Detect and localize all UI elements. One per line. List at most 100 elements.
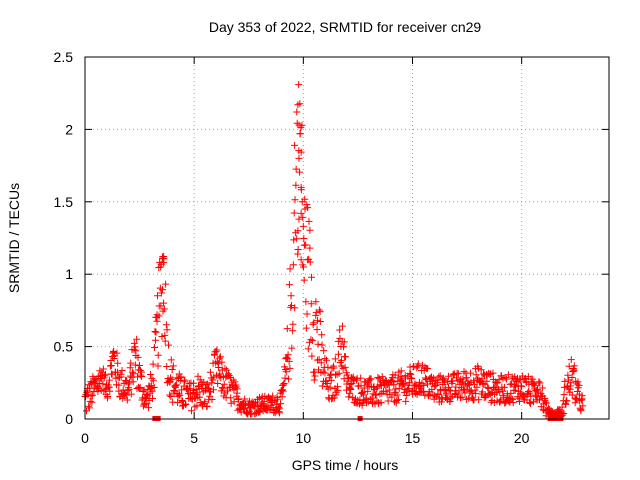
data-point — [393, 391, 401, 399]
data-point — [291, 304, 299, 312]
data-point — [213, 346, 221, 354]
data-point — [453, 369, 461, 377]
data-point — [87, 392, 95, 400]
data-point — [130, 370, 138, 378]
data-point — [504, 371, 512, 379]
data-point — [378, 373, 386, 381]
data-point — [153, 292, 161, 300]
data-point — [526, 398, 534, 406]
data-point — [496, 388, 504, 396]
data-point — [434, 391, 442, 399]
data-point — [163, 326, 171, 334]
data-point — [154, 362, 162, 370]
data-point — [130, 346, 138, 354]
data-points — [81, 81, 587, 421]
data-point — [526, 389, 534, 397]
data-point — [135, 361, 143, 369]
data-point — [577, 407, 585, 415]
data-point — [527, 392, 535, 400]
data-point — [186, 385, 194, 393]
data-point — [374, 374, 382, 382]
data-point — [285, 281, 293, 289]
data-point — [269, 392, 277, 400]
data-point — [310, 319, 318, 327]
data-point — [115, 381, 123, 389]
data-point — [568, 374, 576, 382]
data-point — [434, 379, 442, 387]
data-point — [331, 355, 339, 363]
data-point — [118, 366, 126, 374]
data-point — [147, 371, 155, 379]
data-point — [447, 394, 455, 402]
data-point — [406, 369, 414, 377]
data-point — [493, 389, 501, 397]
data-point — [411, 380, 419, 388]
data-point — [382, 387, 390, 395]
data-point — [277, 400, 285, 408]
data-point — [295, 154, 303, 162]
data-point — [113, 349, 121, 357]
data-point — [303, 310, 311, 318]
x-tick-label: 0 — [81, 430, 89, 446]
data-point — [212, 348, 220, 356]
data-point — [346, 389, 354, 397]
data-point — [221, 365, 229, 373]
data-point — [564, 371, 572, 379]
x-tick-label: 15 — [405, 430, 421, 446]
data-point — [352, 376, 360, 384]
data-point — [536, 379, 544, 387]
data-point — [274, 395, 282, 403]
data-point — [131, 343, 139, 351]
data-point — [295, 81, 303, 89]
data-point — [297, 183, 305, 191]
data-point — [149, 394, 157, 402]
data-point — [414, 360, 422, 368]
x-axis-label: GPS time / hours — [292, 457, 399, 473]
data-point — [538, 384, 546, 392]
data-point — [282, 368, 290, 376]
data-point — [430, 382, 438, 390]
data-point — [136, 383, 144, 391]
data-point — [290, 236, 298, 244]
data-point — [298, 198, 306, 206]
data-point — [309, 337, 317, 345]
data-point — [86, 397, 94, 405]
data-point — [575, 381, 583, 389]
data-point — [443, 378, 451, 386]
data-point — [150, 344, 158, 352]
data-point — [157, 289, 165, 297]
data-point — [164, 341, 172, 349]
data-point — [127, 390, 135, 398]
data-point — [172, 381, 180, 389]
data-point — [152, 328, 160, 336]
data-point — [571, 399, 579, 407]
data-point — [288, 344, 296, 352]
data-point — [304, 256, 312, 264]
data-point — [378, 389, 386, 397]
data-point — [408, 375, 416, 383]
data-point — [294, 227, 302, 235]
data-point — [280, 379, 288, 387]
data-point — [215, 364, 223, 372]
data-point — [140, 386, 148, 394]
data-point — [235, 395, 243, 403]
data-point — [181, 376, 189, 384]
data-point — [145, 404, 153, 412]
data-point — [367, 375, 375, 383]
data-point — [137, 371, 145, 379]
data-point — [162, 321, 170, 329]
data-point — [470, 377, 478, 385]
data-point — [489, 369, 497, 377]
data-point — [85, 404, 93, 412]
data-point — [572, 395, 580, 403]
data-point — [302, 324, 310, 332]
data-point — [318, 382, 326, 390]
data-point — [177, 373, 185, 381]
data-point — [360, 384, 368, 392]
data-point — [294, 246, 302, 254]
data-point — [135, 384, 143, 392]
data-point — [377, 399, 385, 407]
data-point — [253, 403, 261, 411]
y-axis-label: SRMTID / TECUs — [6, 183, 22, 293]
data-point — [341, 363, 349, 371]
